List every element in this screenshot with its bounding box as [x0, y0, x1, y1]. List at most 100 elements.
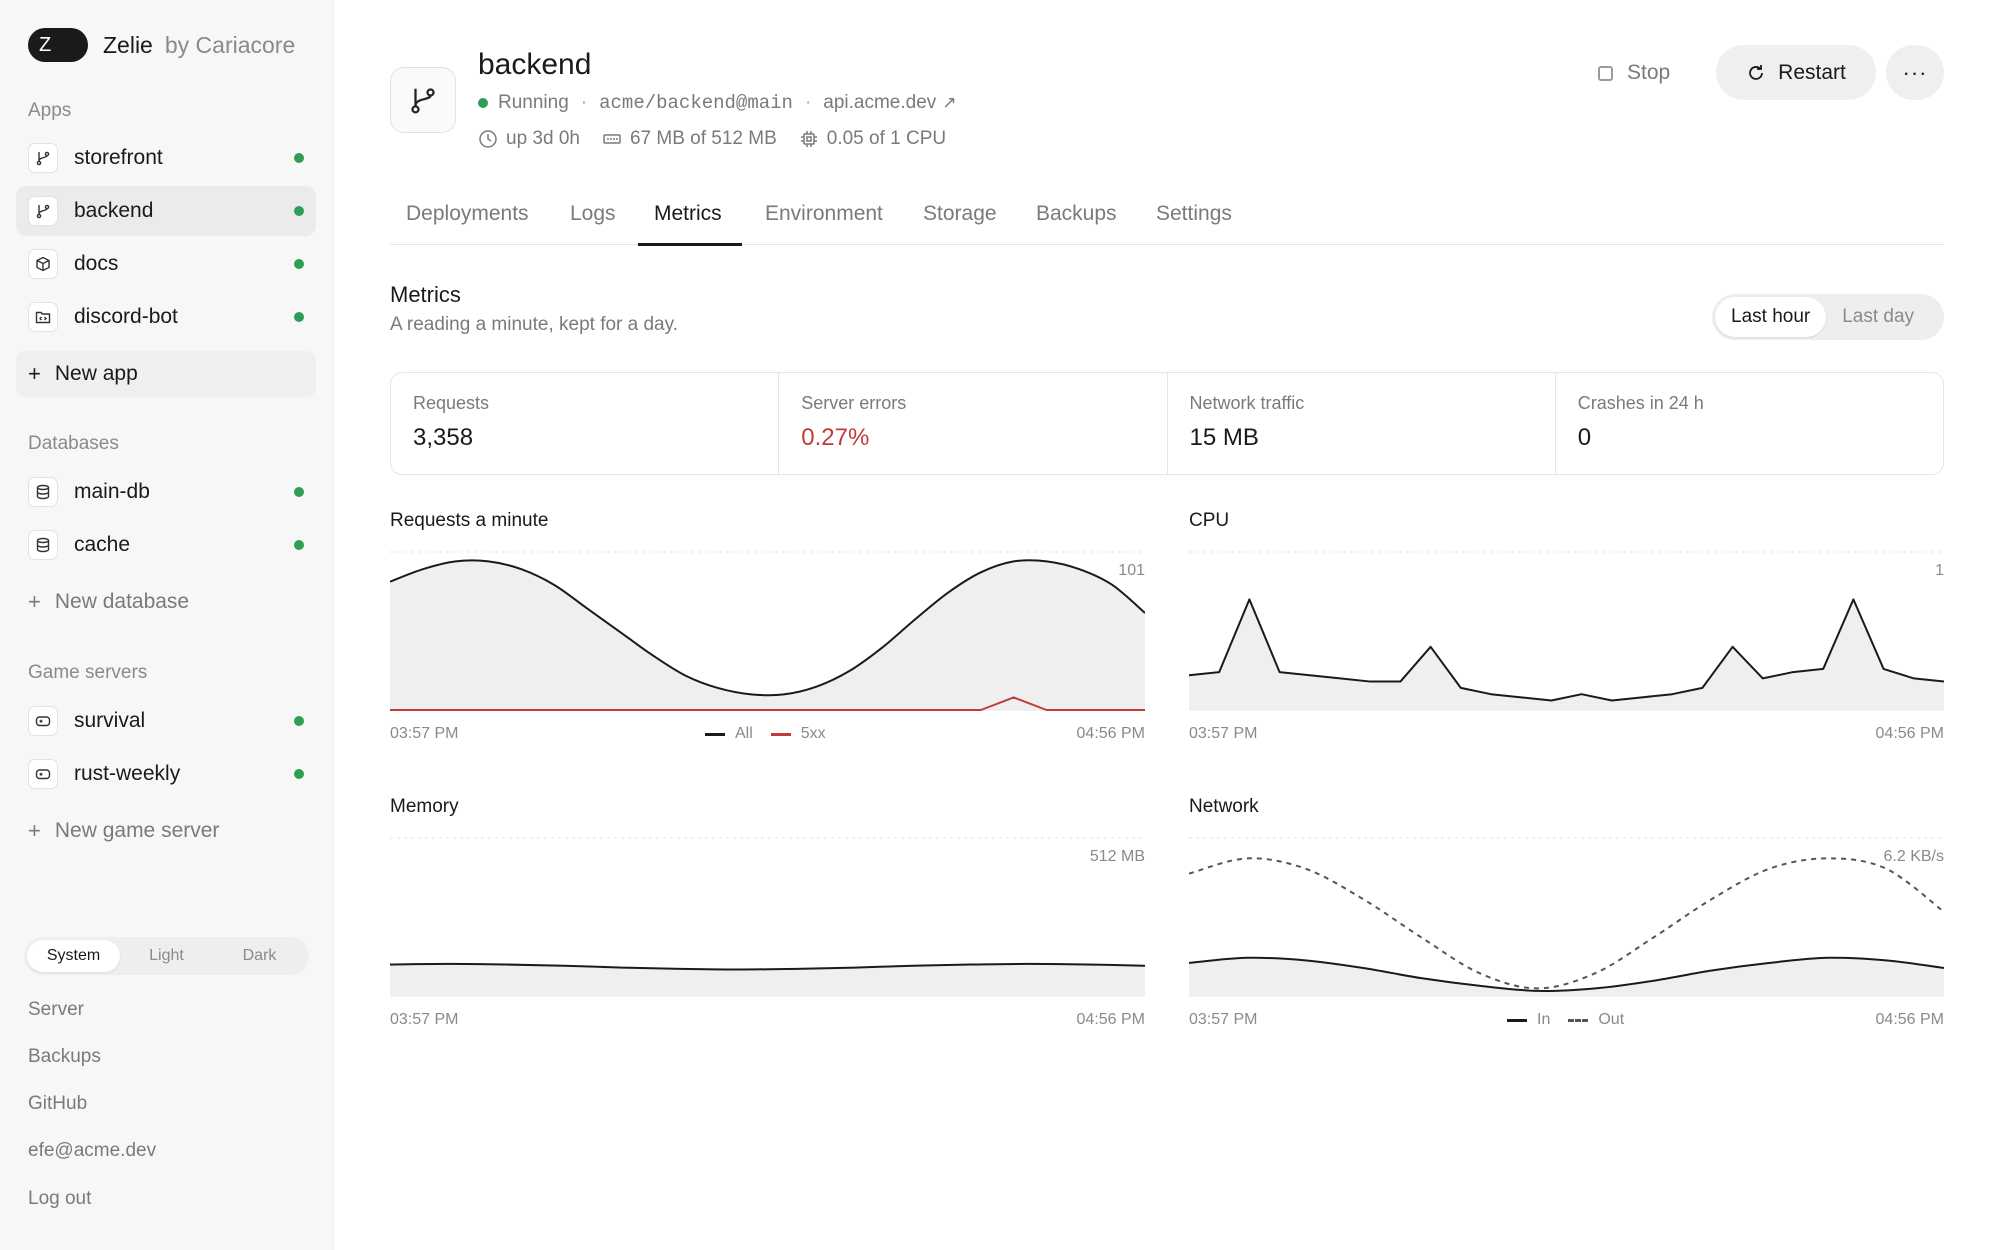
tab-logs[interactable]: Logs — [570, 196, 616, 245]
sidebar-item-label: survival — [74, 709, 146, 732]
external-link-icon[interactable]: ↗ — [942, 93, 957, 112]
sidebar-item-docs[interactable]: docs — [16, 239, 316, 289]
tab-settings[interactable]: Settings — [1156, 196, 1232, 245]
stat-crashes: Crashes in 24 h 0 — [1556, 373, 1943, 474]
cpu-chart: CPU 1 03:57 PM 04:56 PM — [1189, 510, 1944, 750]
refresh-icon — [1749, 64, 1764, 80]
tab-metrics[interactable]: Metrics — [638, 196, 742, 246]
tab-deployments[interactable]: Deployments — [406, 196, 529, 245]
brand-badge: Z — [28, 28, 88, 62]
app-icon — [390, 67, 456, 133]
new-app-label: New app — [54, 362, 138, 385]
new-game-server-link[interactable]: + New game server — [28, 818, 219, 844]
apps-section-label: Apps — [28, 100, 72, 121]
tab-backups[interactable]: Backups — [1036, 196, 1117, 245]
range-option-last-hour[interactable]: Last hour — [1715, 297, 1827, 337]
theme-option-dark[interactable]: Dark — [242, 947, 277, 964]
sidebar-item-main-db[interactable]: main-db — [16, 467, 316, 517]
series-area-memory — [390, 963, 1145, 996]
clock-icon — [479, 130, 497, 148]
cpu-icon — [800, 131, 817, 147]
series-line-out — [1189, 857, 1944, 990]
stat-network-traffic: Network traffic 15 MB — [1168, 373, 1556, 474]
series-area-all — [390, 560, 1145, 710]
brand[interactable]: Z Zelie by Cariacore — [28, 28, 295, 62]
legend-swatch — [705, 732, 725, 736]
new-database-link[interactable]: + New database — [28, 589, 189, 615]
series-area-cpu — [1189, 599, 1944, 710]
git-branch-icon — [28, 196, 58, 226]
sidebar-item-survival[interactable]: survival — [16, 696, 316, 746]
range-option-last-day[interactable]: Last day — [1842, 306, 1915, 327]
status-dot — [294, 153, 304, 163]
domain-link[interactable]: api.acme.dev — [823, 92, 937, 113]
sidebar-item-cache[interactable]: cache — [16, 520, 316, 570]
sidebar-item-label: storefront — [74, 146, 163, 169]
chart-title: CPU — [1189, 510, 1230, 531]
chart-max-label: 1 — [1935, 562, 1944, 579]
log-out-link[interactable]: Log out — [28, 1188, 92, 1209]
legend-item-in: In — [1507, 1011, 1550, 1029]
requests-chart-plot — [390, 551, 1145, 711]
sidebar-item-backend[interactable]: backend — [16, 186, 316, 236]
sidebar-item-rust-weekly[interactable]: rust-weekly — [16, 749, 316, 799]
legend-item-5xx: 5xx — [770, 725, 826, 743]
sidebar-item-discord-bot[interactable]: discord-bot — [16, 292, 316, 342]
memory-chart-plot — [390, 837, 1145, 997]
series-line-all — [390, 559, 1145, 697]
series-line-memory — [390, 962, 1145, 971]
chart-max-label: 101 — [1118, 562, 1145, 579]
theme-option-system[interactable]: System — [27, 940, 120, 972]
page-title: backend — [478, 48, 592, 81]
stat-server-errors: Server errors 0.27% — [779, 373, 1168, 474]
status-text: Running — [498, 92, 569, 113]
account-email[interactable]: efe@acme.dev — [28, 1140, 157, 1161]
memory-icon — [603, 134, 621, 144]
separator: · — [804, 92, 812, 113]
gamepad-icon — [28, 759, 58, 789]
legend-swatch — [1507, 1018, 1527, 1022]
chart-start-time: 03:57 PM — [1189, 1011, 1258, 1028]
backups-link[interactable]: Backups — [28, 1046, 101, 1067]
separator: · — [580, 92, 588, 113]
stat-value: 15 MB — [1189, 424, 1259, 451]
tab-label: Deployments — [406, 202, 529, 225]
tab-storage[interactable]: Storage — [923, 196, 997, 245]
restart-label: Restart — [1778, 60, 1846, 84]
status-row: Running · acme/backend@main · api.acme.d… — [478, 92, 957, 114]
tab-label: Logs — [570, 202, 616, 225]
memory-text: 67 MB of 512 MB — [629, 128, 777, 149]
stop-button[interactable]: Stop — [1598, 56, 1670, 90]
network-chart-plot — [1189, 837, 1944, 997]
stat-value: 0 — [1577, 424, 1592, 451]
server-link[interactable]: Server — [28, 999, 84, 1020]
restart-button[interactable]: Restart — [1716, 45, 1876, 100]
gamepad-icon — [28, 706, 58, 736]
theme-option-light[interactable]: Light — [149, 947, 184, 964]
chart-max-label: 6.2 KB/s — [1883, 848, 1944, 865]
chart-start-time: 03:57 PM — [390, 725, 459, 742]
stat-label: Requests — [413, 393, 490, 413]
status-dot — [294, 206, 304, 216]
status-dot — [294, 259, 304, 269]
sidebar: Z Zelie by Cariacore Apps storefront bac… — [0, 0, 334, 1250]
chart-end-time: 04:56 PM — [1076, 1011, 1145, 1028]
chart-end-time: 04:56 PM — [1875, 1011, 1944, 1028]
database-icon — [28, 477, 58, 507]
git-branch-icon — [411, 88, 435, 114]
cpu-chart-plot — [1189, 551, 1944, 711]
brand-by: by Cariacore — [164, 31, 296, 58]
new-app-button[interactable]: + New app — [16, 351, 316, 397]
stop-icon — [1598, 65, 1613, 81]
chart-title: Network — [1189, 796, 1259, 817]
stat-value: 3,358 — [413, 424, 474, 451]
legend-swatch — [770, 732, 791, 736]
github-link[interactable]: GitHub — [28, 1093, 88, 1114]
more-options-button[interactable]: ··· — [1886, 45, 1944, 100]
series-line-5xx — [390, 696, 1145, 711]
repo-ref[interactable]: acme/backend@main — [599, 92, 793, 114]
sidebar-item-storefront[interactable]: storefront — [16, 133, 316, 183]
sidebar-item-label: docs — [74, 252, 119, 275]
tab-environment[interactable]: Environment — [765, 196, 883, 245]
game-servers-section-label: Game servers — [28, 662, 148, 683]
